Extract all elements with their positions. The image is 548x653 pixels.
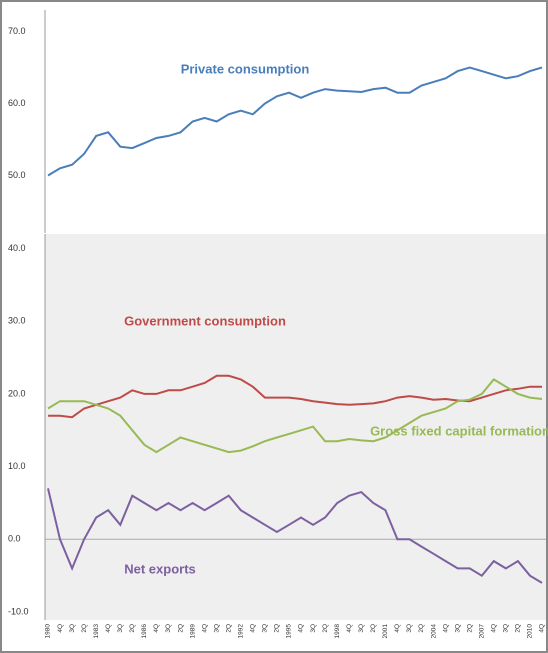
- y-tick-label: 0.0: [8, 534, 21, 544]
- y-tick-label: 70.0: [8, 26, 26, 36]
- series-label: Net exports: [124, 561, 196, 576]
- x-tick-label: 3Q: [69, 624, 76, 633]
- x-tick-label: 4Q: [394, 624, 401, 633]
- y-tick-label: 10.0: [8, 461, 26, 471]
- x-tick-label: 3Q: [503, 624, 510, 633]
- x-tick-label: 4Q: [201, 624, 208, 633]
- x-tick-label: 2Q: [322, 624, 329, 633]
- y-tick-label: -10.0: [8, 606, 29, 616]
- x-tick-label: 4Q: [346, 624, 353, 633]
- x-tick-label: 2Q: [81, 624, 88, 633]
- x-tick-label: 2010: [527, 624, 534, 639]
- x-tick-label: 4Q: [153, 624, 160, 633]
- series-line: [47, 488, 543, 584]
- x-tick-label: 1995: [286, 624, 293, 639]
- x-tick-label: 3Q: [454, 624, 461, 633]
- x-tick-label: 3Q: [165, 624, 172, 633]
- y-tick-label: 20.0: [8, 388, 26, 398]
- series-line: [47, 66, 543, 177]
- x-tick-label: 4Q: [442, 624, 449, 633]
- series-label: Gross fixed capital formation: [370, 423, 548, 438]
- x-tick-label: 2Q: [225, 624, 232, 633]
- x-tick-label: 2Q: [177, 624, 184, 633]
- x-tick-label: 1980: [45, 624, 52, 639]
- x-tick-label: 1998: [334, 624, 341, 639]
- series-label: Private consumption: [181, 61, 310, 76]
- x-tick-label: 2004: [430, 624, 437, 639]
- y-tick-label: 50.0: [8, 170, 26, 180]
- series-label: Government consumption: [124, 313, 286, 328]
- y-tick-label: 60.0: [8, 98, 26, 108]
- x-tick-label: 3Q: [262, 624, 269, 633]
- x-tick-label: 4Q: [539, 624, 546, 633]
- x-tick-label: 3Q: [358, 624, 365, 633]
- x-tick-label: 2Q: [129, 624, 136, 633]
- series-line: [47, 378, 543, 454]
- x-tick-label: 1989: [189, 624, 196, 639]
- x-tick-label: 1992: [237, 624, 244, 639]
- x-tick-label: 3Q: [406, 624, 413, 633]
- y-tick-label: 40.0: [8, 243, 26, 253]
- x-tick-label: 1983: [93, 624, 100, 639]
- x-tick-label: 2Q: [418, 624, 425, 633]
- x-tick-label: 2001: [382, 624, 389, 639]
- x-tick-label: 2Q: [515, 624, 522, 633]
- x-tick-label: 3Q: [213, 624, 220, 633]
- x-tick-label: 4Q: [298, 624, 305, 633]
- x-tick-label: 2Q: [274, 624, 281, 633]
- x-tick-label: 1986: [141, 624, 148, 639]
- x-tick-label: 4Q: [491, 624, 498, 633]
- x-tick-label: 2007: [478, 624, 485, 639]
- x-tick-label: 4Q: [57, 624, 64, 633]
- x-tick-label: 2Q: [370, 624, 377, 633]
- y-tick-label: 30.0: [8, 316, 26, 326]
- x-tick-label: 4Q: [250, 624, 257, 633]
- x-tick-label: 3Q: [117, 624, 124, 633]
- x-tick-label: 3Q: [310, 624, 317, 633]
- x-tick-label: 4Q: [105, 624, 112, 633]
- x-tick-label: 2Q: [466, 624, 473, 633]
